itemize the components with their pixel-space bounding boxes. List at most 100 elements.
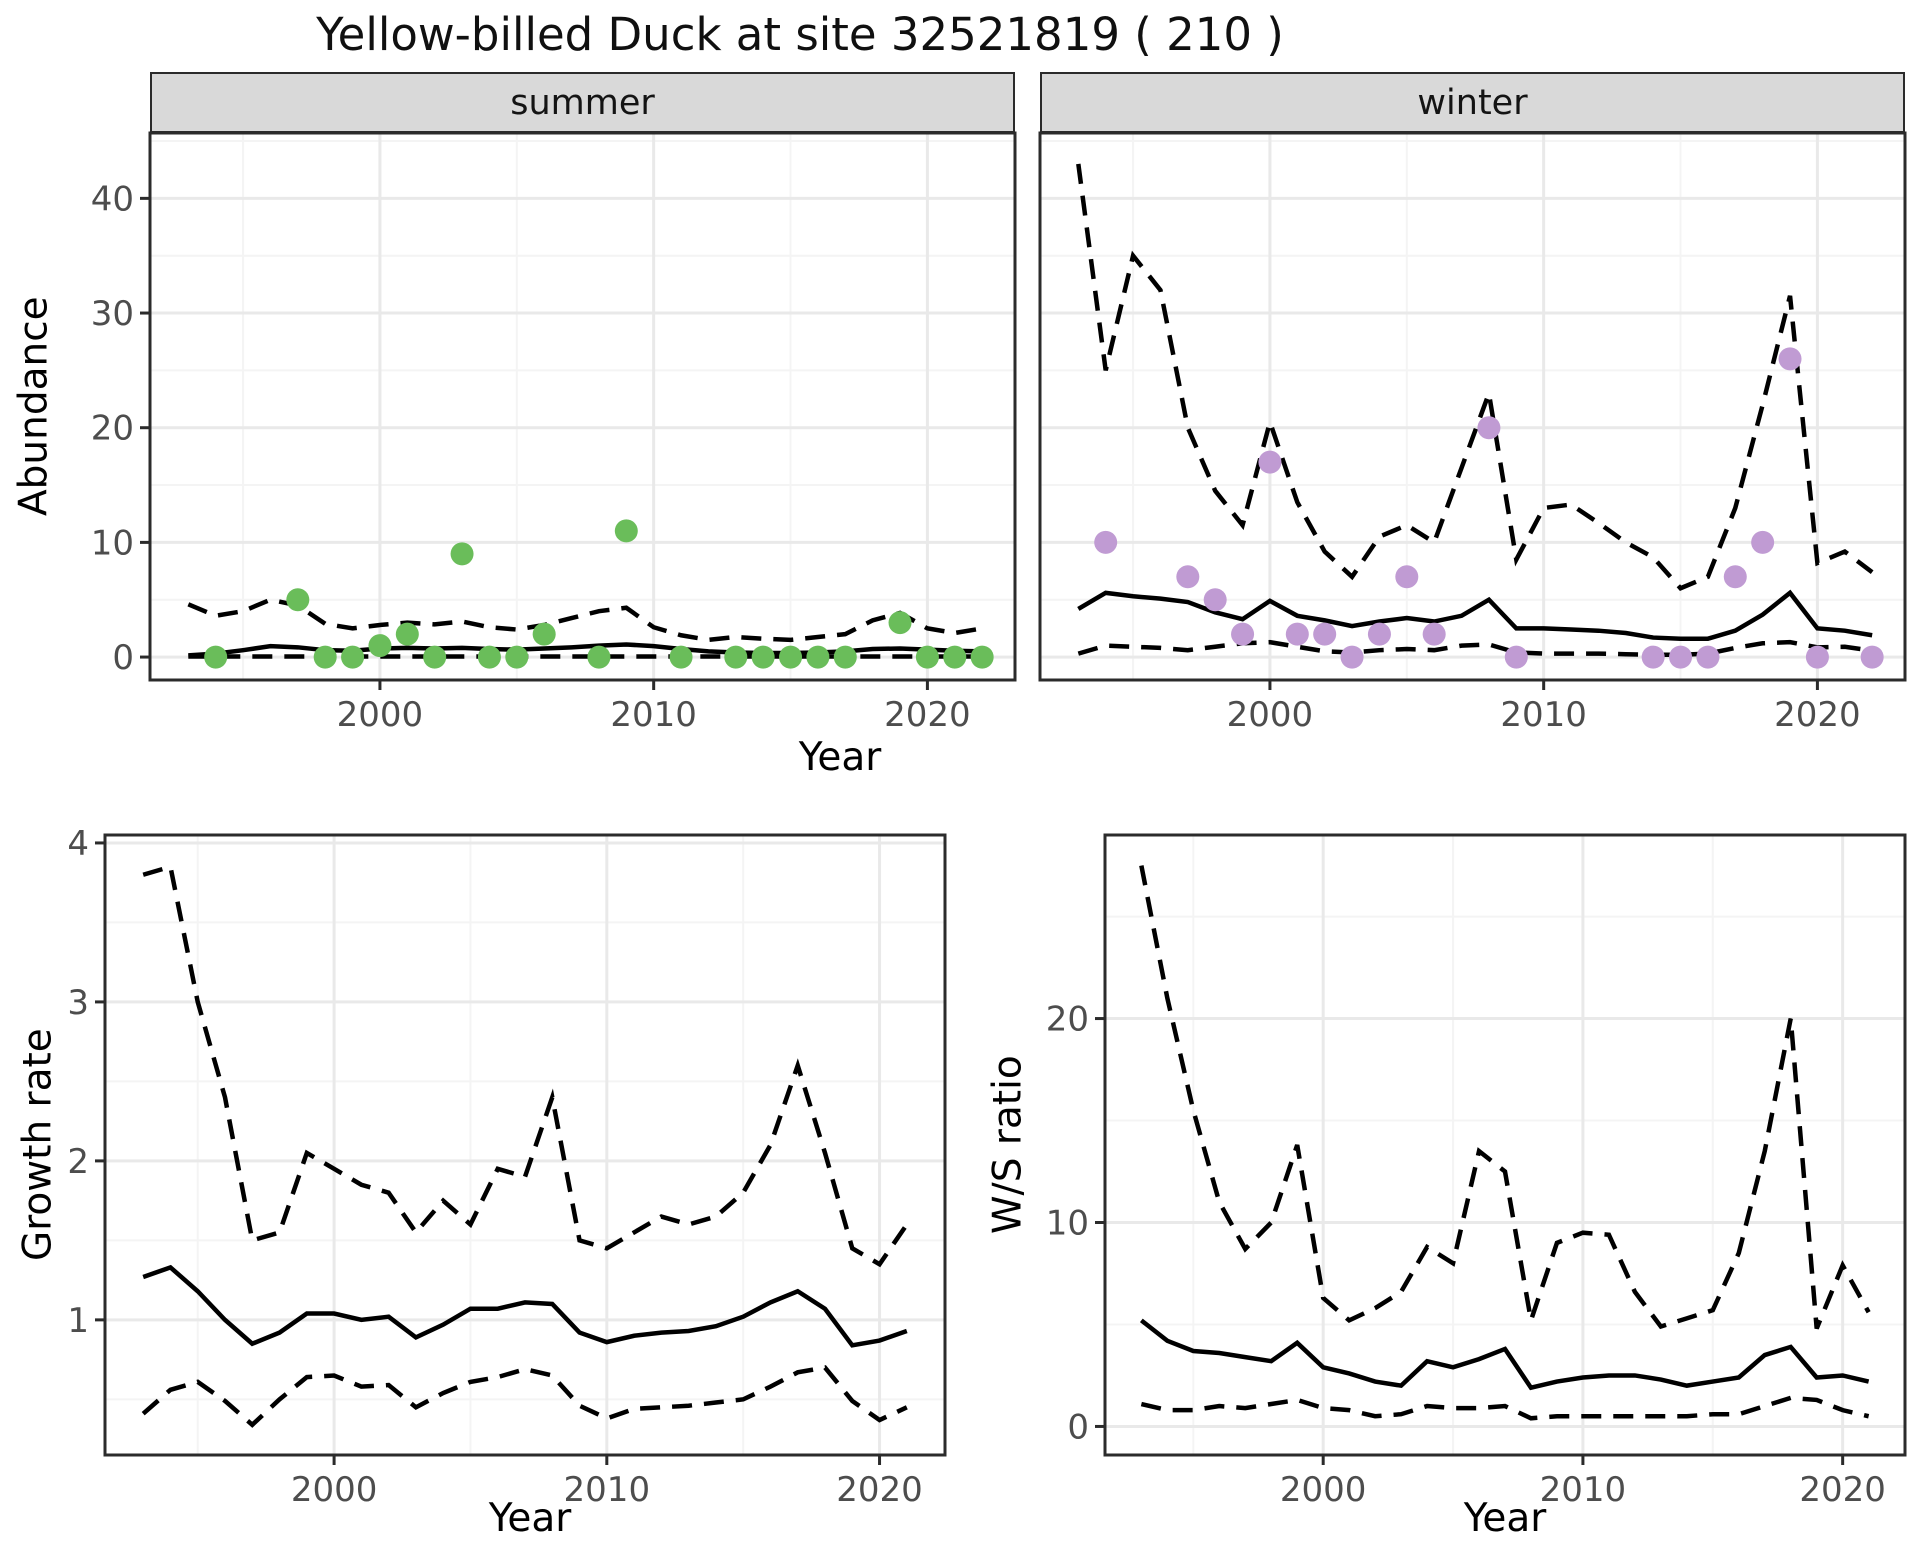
- ws-ratio-ci-lower-line: [1140, 1395, 1870, 1421]
- winter-data-point: [1477, 416, 1501, 440]
- winter-data-point: [1504, 645, 1528, 669]
- x-tick-label: 2010: [1500, 695, 1587, 735]
- summer-data-point: [614, 519, 638, 543]
- winter-data-point: [1723, 565, 1747, 589]
- summer-data-point: [587, 645, 611, 669]
- summer-ci-upper-line: [187, 597, 983, 643]
- summer-data-point: [669, 645, 693, 669]
- winter-data-point: [1422, 622, 1446, 646]
- y-tick-label: 10: [1046, 1204, 1089, 1244]
- y-tick-label: 40: [91, 179, 134, 219]
- growth-rate-ci-upper-line: [142, 863, 909, 1268]
- facet-strip-label: winter: [1417, 82, 1528, 123]
- summer-data-point: [204, 645, 228, 669]
- facet-strip-winter: winter: [1040, 72, 1905, 133]
- growth-rate-ci-lower-line: [141, 1365, 908, 1428]
- winter-panel-border: [1038, 131, 1907, 682]
- summer-data-point: [450, 542, 474, 566]
- summer-data-point: [943, 645, 967, 669]
- summer-data-point: [779, 645, 803, 669]
- winter-data-point: [1696, 645, 1720, 669]
- winter-data-point: [1231, 622, 1255, 646]
- summer-data-point: [477, 645, 501, 669]
- y-tick-label: 20: [1046, 1000, 1089, 1040]
- summer-data-point: [970, 645, 994, 669]
- summer-data-point: [368, 634, 392, 658]
- summer-data-point: [341, 645, 365, 669]
- summer-data-point: [724, 645, 748, 669]
- y-tick-label: 3: [67, 983, 89, 1023]
- winter-gridlines: [1040, 133, 1905, 680]
- winter-data-point: [1641, 645, 1665, 669]
- winter-data-point: [1258, 450, 1282, 474]
- chart-title: Yellow-billed Duck at site 32521819 ( 21…: [316, 8, 1284, 61]
- winter-data-point: [1367, 622, 1391, 646]
- growth-rate-gridlines: [105, 835, 945, 1455]
- summer-data-point: [395, 622, 419, 646]
- ws-ratio-axis: 2000 2010 2020 0 10 20: [1046, 1000, 1886, 1510]
- y-tick-label: 1: [67, 1301, 89, 1341]
- growth-rate-median-line: [142, 1264, 908, 1348]
- x-tick-label: 2000: [1227, 695, 1314, 735]
- summer-panel-border: [148, 131, 1017, 682]
- ws-ratio-panel-border: [1103, 833, 1907, 1457]
- x-axis-label-year-bottom-right: Year: [1463, 1496, 1547, 1541]
- facet-strip-summer: summer: [150, 72, 1015, 133]
- ws-ratio-panel-bg: [1105, 835, 1905, 1455]
- winter-data-point: [1285, 622, 1309, 646]
- summer-panel-bg: [150, 133, 1015, 680]
- ws-ratio-gridlines: [1105, 835, 1905, 1455]
- y-tick-label: 30: [91, 294, 134, 334]
- x-tick-label: 2010: [1540, 1470, 1627, 1510]
- winter-data-point: [1094, 530, 1118, 554]
- winter-data-point: [1669, 645, 1693, 669]
- x-tick-label: 2000: [291, 1470, 378, 1510]
- summer-gridlines: [150, 133, 1015, 680]
- winter-axis: 2000 2010 2020: [1227, 680, 1861, 735]
- summer-data-point: [806, 645, 830, 669]
- winter-data-point: [1751, 530, 1775, 554]
- summer-data-point: [423, 645, 447, 669]
- winter-data-point: [1176, 565, 1200, 589]
- growth-rate-panel-bg: [105, 835, 945, 1455]
- y-tick-label: 4: [67, 824, 89, 864]
- x-tick-label: 2000: [337, 695, 424, 735]
- ws-ratio-median-line: [1139, 1318, 1870, 1391]
- winter-data-point: [1860, 645, 1884, 669]
- y-tick-label: 2: [67, 1142, 89, 1182]
- winter-data-point: [1805, 645, 1829, 669]
- x-tick-label: 2020: [884, 695, 971, 735]
- y-tick-label: 0: [112, 638, 134, 678]
- winter-data-point: [1778, 347, 1802, 371]
- winter-data-point: [1340, 645, 1364, 669]
- x-tick-label: 2020: [1799, 1470, 1886, 1510]
- ws-ratio-ci-upper-line: [1139, 865, 1871, 1330]
- winter-ci-lower-line: [1077, 639, 1873, 658]
- y-tick-label: 10: [91, 523, 134, 563]
- winter-median-line: [1077, 589, 1873, 641]
- summer-data-point: [313, 645, 337, 669]
- x-tick-label: 2010: [610, 695, 697, 735]
- growth-rate-axis: 2000 2010 2020 1 2 3 4: [67, 824, 922, 1510]
- y-tick-label: 20: [91, 409, 134, 449]
- x-tick-label: 2010: [564, 1470, 651, 1510]
- summer-data-point: [532, 622, 556, 646]
- growth-rate-panel-border: [103, 833, 947, 1457]
- summer-data-point: [915, 645, 939, 669]
- summer-data-point: [505, 645, 529, 669]
- summer-data-point: [833, 645, 857, 669]
- winter-data-point: [1203, 588, 1227, 612]
- x-tick-label: 2020: [1774, 695, 1861, 735]
- facet-strip-label: summer: [510, 82, 655, 123]
- y-tick-label: 0: [1067, 1407, 1089, 1447]
- summer-data-point: [888, 611, 912, 635]
- x-tick-label: 2000: [1280, 1470, 1367, 1510]
- x-axis-label-year-bottom-left: Year: [488, 1496, 572, 1541]
- winter-data-point: [1395, 565, 1419, 589]
- summer-axis: 2000 2010 2020 0 10 20 30 40: [91, 179, 971, 735]
- x-tick-label: 2020: [836, 1470, 923, 1510]
- summer-data-point: [751, 645, 775, 669]
- winter-data-point: [1313, 622, 1337, 646]
